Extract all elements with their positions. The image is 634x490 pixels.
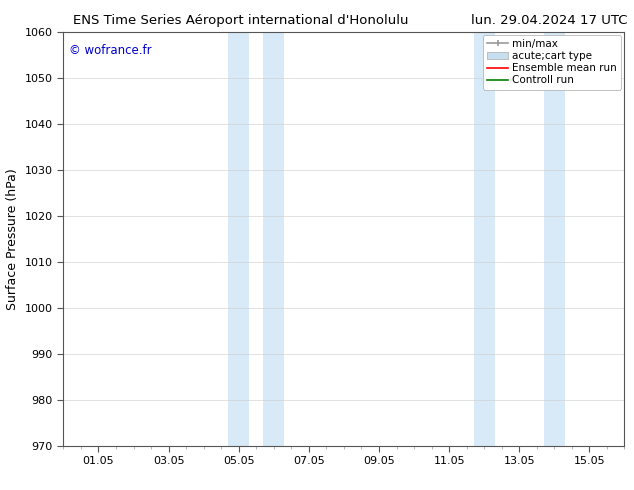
Bar — [228, 32, 249, 446]
Text: lun. 29.04.2024 17 UTC: lun. 29.04.2024 17 UTC — [471, 14, 628, 27]
Bar — [544, 32, 565, 446]
Text: ENS Time Series Aéroport international d'Honolulu: ENS Time Series Aéroport international d… — [73, 14, 409, 27]
Legend: min/max, acute;cart type, Ensemble mean run, Controll run: min/max, acute;cart type, Ensemble mean … — [483, 35, 621, 90]
Y-axis label: Surface Pressure (hPa): Surface Pressure (hPa) — [6, 168, 19, 310]
Bar — [263, 32, 284, 446]
Bar — [474, 32, 495, 446]
Text: © wofrance.fr: © wofrance.fr — [69, 44, 152, 57]
